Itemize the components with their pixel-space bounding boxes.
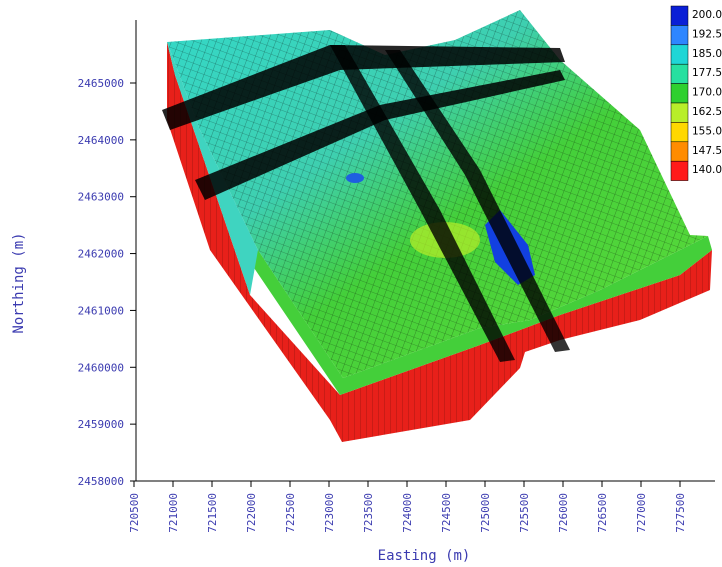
y-tick-label: 2462000: [78, 248, 124, 261]
legend-swatch: [670, 83, 689, 104]
refinement-band-3: [330, 45, 515, 362]
legend-swatch: [670, 44, 689, 65]
y-tick-label: 2460000: [78, 361, 124, 374]
x-tick-label: 727000: [635, 493, 648, 533]
refinement-band-4: [385, 50, 570, 352]
x-tick-label: 727500: [674, 493, 687, 533]
x-tick-label: 721500: [206, 493, 219, 533]
y-tick-label: 2461000: [78, 304, 124, 317]
legend-label: 200.0: [692, 9, 722, 21]
legend-swatch: [670, 141, 689, 162]
legend-label: 155.0: [692, 125, 722, 137]
model-block: [162, 10, 712, 442]
x-tick-label: 722000: [245, 493, 258, 533]
legend-label: 170.0: [692, 87, 722, 99]
color-legend: 200.0 192.5 185.0 177.5 170.0 162.5 155.0 147.5…: [670, 5, 722, 181]
y-axis-label: Northing (m): [11, 232, 27, 333]
y-tick-label: 2458000: [78, 475, 124, 488]
refinement-band-2: [195, 70, 565, 200]
x-tick-label: 721000: [167, 493, 180, 533]
y-axis-ticks: 2465000 2464000 2463000 2462000 2461000 24600…: [78, 77, 136, 488]
legend-swatch: [670, 122, 689, 143]
axes: [135, 20, 715, 482]
x-axis-ticks: 720500 721000 721500 722000 722500 723000 7235…: [128, 481, 687, 533]
y-tick-label: 2459000: [78, 418, 124, 431]
legend-label: 162.5: [692, 106, 722, 118]
legend-label: 140.0: [692, 164, 722, 176]
legend-swatch: [670, 63, 689, 84]
surface-peak-small: [346, 173, 364, 183]
x-tick-label: 723000: [323, 493, 336, 533]
x-tick-label: 726500: [596, 493, 609, 533]
x-tick-label: 723500: [362, 493, 375, 533]
x-tick-label: 724000: [401, 493, 414, 533]
legend-swatch: [670, 102, 689, 123]
y-tick-label: 2463000: [78, 191, 124, 204]
x-axis-label: Easting (m): [378, 548, 471, 564]
x-tick-label: 726000: [557, 493, 570, 533]
legend-swatch: [670, 25, 689, 46]
x-tick-label: 722500: [284, 493, 297, 533]
legend-label: 185.0: [692, 48, 722, 60]
refinement-band-1: [162, 45, 565, 130]
y-tick-label: 2465000: [78, 77, 124, 90]
y-tick-label: 2464000: [78, 134, 124, 147]
legend-label: 177.5: [692, 67, 722, 79]
x-tick-label: 725000: [479, 493, 492, 533]
x-tick-label: 720500: [128, 493, 141, 533]
legend-label: 192.5: [692, 28, 722, 40]
legend-label: 147.5: [692, 145, 722, 157]
x-tick-label: 725500: [518, 493, 531, 533]
x-tick-label: 724500: [440, 493, 453, 533]
legend-swatch: [670, 160, 689, 181]
legend-swatch: [670, 5, 689, 26]
